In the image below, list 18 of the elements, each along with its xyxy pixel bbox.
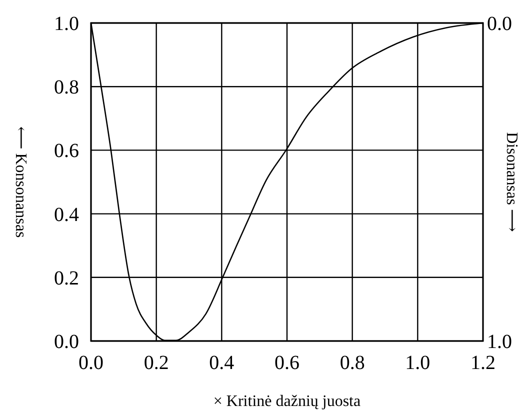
y2-tick-label: 0.0: [487, 13, 512, 35]
x-tick-label: 1.2: [470, 352, 496, 374]
y-tick-label: 0.2: [54, 267, 79, 290]
x-tick-label: 0.2: [144, 352, 169, 374]
y-tick-label: 1.0: [54, 13, 79, 35]
y2-tick-label: 1.0: [487, 331, 512, 353]
y-tick-label: 0.4: [54, 204, 79, 226]
y-tick-label: 0.6: [54, 140, 79, 162]
y-tick-label: 0.0: [54, 331, 79, 353]
x-tick-label: 0.6: [274, 352, 300, 374]
y-tick-label: 0.8: [54, 76, 79, 99]
y2-axis-title: Disonansas ⟶: [503, 132, 520, 232]
x-tick-label: 1.0: [405, 352, 430, 374]
x-tick-label: 0.8: [340, 352, 365, 374]
x-axis-title: × Kritinė dažnių juosta: [213, 393, 361, 410]
y-axis-title: ⟵ Konsonansas: [12, 126, 29, 238]
x-tick-label: 0.4: [209, 352, 234, 374]
x-tick-label: 0.0: [78, 352, 104, 374]
